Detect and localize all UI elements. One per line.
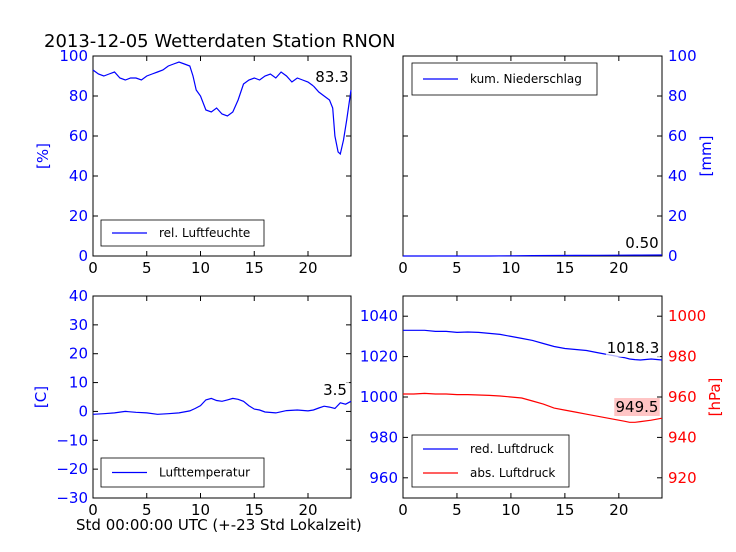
annotation-value: 83.3 bbox=[315, 68, 348, 86]
legend-label: red. Luftdruck bbox=[470, 442, 554, 456]
x-tick-label: 0 bbox=[398, 501, 408, 519]
y-tick-label: 40 bbox=[69, 167, 88, 185]
y-tick-label: 10 bbox=[69, 374, 88, 392]
y-tick-label: 100 bbox=[59, 47, 88, 65]
annotation-box bbox=[605, 339, 661, 357]
y-tick-label: 30 bbox=[69, 316, 88, 334]
legend-label: rel. Luftfeuchte bbox=[159, 226, 250, 240]
x-tick-label: 10 bbox=[191, 259, 210, 277]
x-tick-label: 10 bbox=[191, 501, 210, 519]
y-tick-label: 1000 bbox=[360, 388, 398, 406]
y2-tick-label: 920 bbox=[668, 469, 697, 487]
x-tick-label: 5 bbox=[452, 501, 462, 519]
y2-tick-label: 940 bbox=[668, 428, 697, 446]
legend-label: kum. Niederschlag bbox=[470, 72, 582, 86]
y-axis-label: [C] bbox=[32, 386, 50, 408]
x-tick-label: 20 bbox=[609, 259, 628, 277]
y-axis-label: [mm] bbox=[697, 136, 715, 177]
y-tick-label: 1020 bbox=[360, 348, 398, 366]
figure-title: 2013-12-05 Wetterdaten Station RNON bbox=[44, 31, 396, 52]
y-tick-label: 60 bbox=[668, 127, 687, 145]
y-tick-label: 80 bbox=[69, 87, 88, 105]
annotation-value: 949.5 bbox=[616, 398, 659, 416]
y-tick-label: 100 bbox=[668, 47, 697, 65]
y-tick-label: 1040 bbox=[360, 307, 398, 325]
x-tick-label: 15 bbox=[245, 501, 264, 519]
x-tick-label: 15 bbox=[245, 259, 264, 277]
y2-tick-label: 960 bbox=[668, 388, 697, 406]
y-tick-label: 980 bbox=[369, 428, 398, 446]
x-tick-label: 5 bbox=[142, 259, 152, 277]
annotation-box bbox=[320, 381, 350, 399]
y-tick-label: 80 bbox=[668, 87, 687, 105]
x-tick-label: 5 bbox=[142, 501, 152, 519]
y-tick-label: 60 bbox=[69, 127, 88, 145]
y-tick-label: −30 bbox=[56, 489, 88, 507]
x-tick-label: 5 bbox=[452, 259, 462, 277]
series-line-kum-niederschlag bbox=[403, 254, 663, 257]
y2-tick-label: 1000 bbox=[668, 307, 706, 325]
y-tick-label: 40 bbox=[668, 167, 687, 185]
x-tick-label: 10 bbox=[501, 259, 520, 277]
x-tick-label: 15 bbox=[555, 259, 574, 277]
y-tick-label: 960 bbox=[369, 469, 398, 487]
y-tick-label: 20 bbox=[69, 207, 88, 225]
series-line-red-luftdruck bbox=[403, 329, 663, 361]
annotation-value: 3.5 bbox=[323, 381, 347, 399]
annotation-box bbox=[313, 68, 351, 86]
x-tick-label: 20 bbox=[609, 501, 628, 519]
annotation-value: 0.50 bbox=[625, 234, 658, 252]
x-tick-label: 20 bbox=[298, 259, 317, 277]
x-axis-label: Std 00:00:00 UTC (+-23 Std Lokalzeit) bbox=[76, 516, 362, 534]
x-tick-label: 0 bbox=[398, 259, 408, 277]
legend-label: Lufttemperatur bbox=[159, 466, 250, 480]
legend-box bbox=[411, 434, 570, 488]
y-tick-label: 20 bbox=[668, 207, 687, 225]
y-tick-label: 0 bbox=[78, 247, 88, 265]
y-tick-label: −20 bbox=[56, 460, 88, 478]
annotation-box bbox=[614, 398, 660, 416]
x-tick-label: 0 bbox=[88, 501, 98, 519]
y-axis-label: [hPa] bbox=[706, 378, 724, 417]
series-line-lufttemperatur bbox=[92, 397, 352, 415]
y-tick-label: 40 bbox=[69, 287, 88, 305]
y-tick-label: −10 bbox=[56, 431, 88, 449]
annotation-box bbox=[623, 234, 661, 252]
plot-frame bbox=[92, 55, 352, 257]
plot-frame bbox=[92, 295, 352, 499]
x-tick-label: 0 bbox=[88, 259, 98, 277]
y-axis-label: [%] bbox=[34, 143, 52, 169]
series-line-rel-luftfeuchte bbox=[92, 61, 352, 156]
y2-tick-label: 980 bbox=[668, 348, 697, 366]
y-tick-label: 20 bbox=[69, 345, 88, 363]
series-line-abs-luftdruck bbox=[403, 392, 663, 423]
legend-label: abs. Luftdruck bbox=[470, 466, 555, 480]
y-tick-label: 0 bbox=[78, 402, 88, 420]
annotation-value: 1018.3 bbox=[607, 339, 660, 357]
x-tick-label: 20 bbox=[298, 501, 317, 519]
x-tick-label: 15 bbox=[555, 501, 574, 519]
x-tick-label: 10 bbox=[501, 501, 520, 519]
y-tick-label: 0 bbox=[668, 247, 678, 265]
